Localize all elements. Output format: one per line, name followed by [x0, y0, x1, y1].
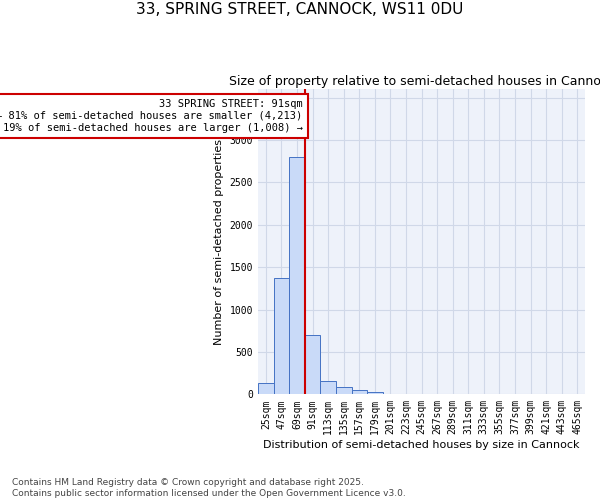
Bar	[274, 278, 289, 394]
Bar	[258, 384, 274, 394]
Bar	[367, 392, 383, 394]
Text: 33 SPRING STREET: 91sqm
← 81% of semi-detached houses are smaller (4,213)
19% of: 33 SPRING STREET: 91sqm ← 81% of semi-de…	[0, 100, 302, 132]
Y-axis label: Number of semi-detached properties: Number of semi-detached properties	[214, 138, 224, 345]
Bar	[352, 390, 367, 394]
Bar	[320, 381, 336, 394]
X-axis label: Distribution of semi-detached houses by size in Cannock: Distribution of semi-detached houses by …	[263, 440, 580, 450]
Text: Contains HM Land Registry data © Crown copyright and database right 2025.
Contai: Contains HM Land Registry data © Crown c…	[12, 478, 406, 498]
Title: Size of property relative to semi-detached houses in Cannock: Size of property relative to semi-detach…	[229, 75, 600, 88]
Text: 33, SPRING STREET, CANNOCK, WS11 0DU: 33, SPRING STREET, CANNOCK, WS11 0DU	[136, 2, 464, 18]
Bar	[289, 157, 305, 394]
Bar	[305, 335, 320, 394]
Bar	[336, 386, 352, 394]
